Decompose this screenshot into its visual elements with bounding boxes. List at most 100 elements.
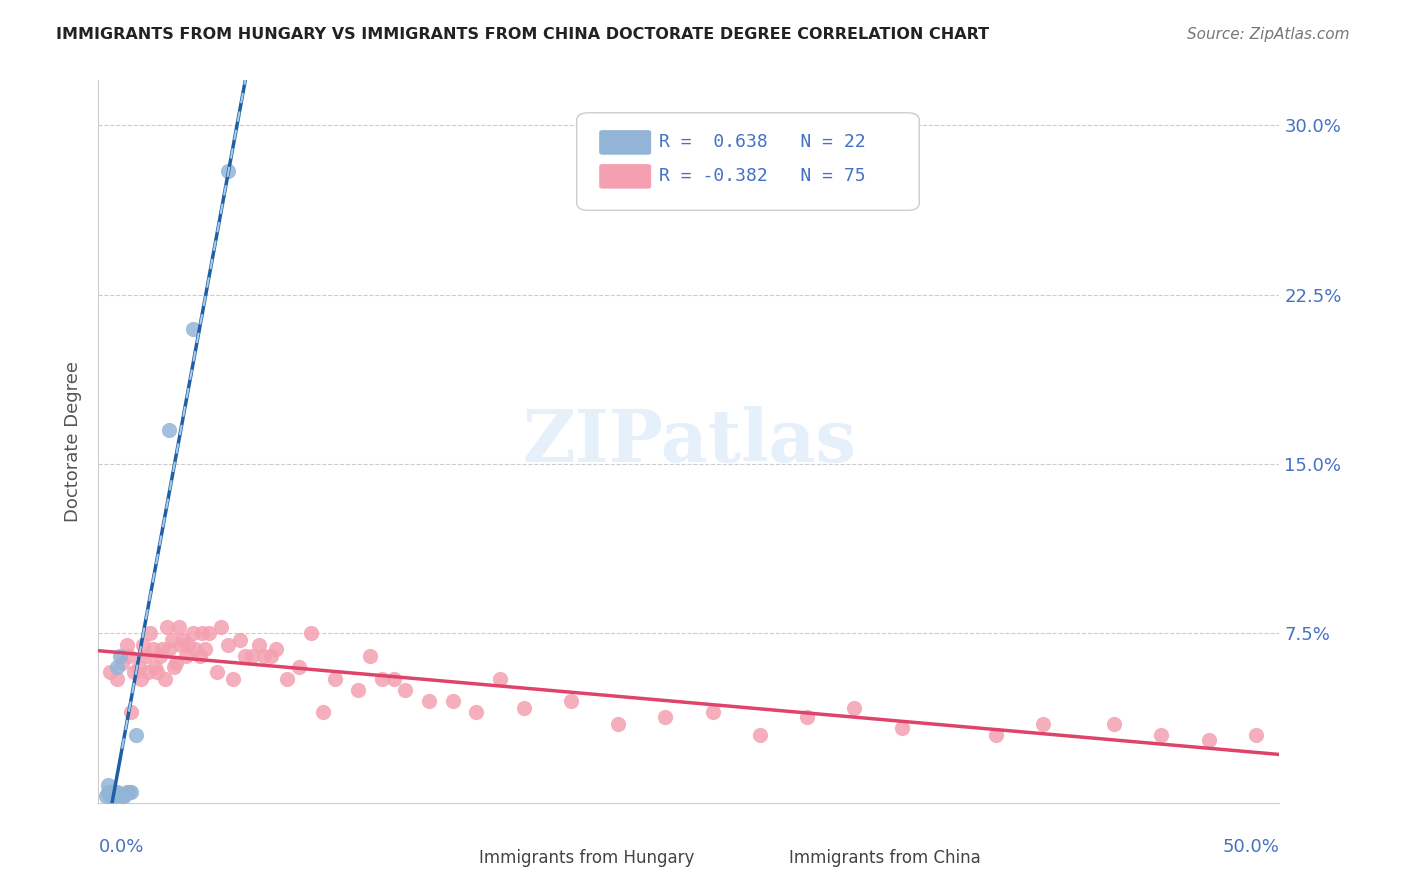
Point: [157, 642, 180, 657]
Text: Immigrants from China: Immigrants from China: [789, 849, 981, 867]
Point: [512, 701, 534, 715]
Point: [347, 682, 370, 697]
Point: [104, 784, 127, 798]
Point: [748, 728, 770, 742]
Point: [276, 672, 298, 686]
Point: [101, 789, 124, 803]
Point: [890, 721, 912, 735]
Point: [174, 648, 197, 663]
Point: [105, 672, 128, 686]
Point: [98, 789, 121, 803]
Point: [156, 620, 179, 634]
Point: [217, 638, 239, 652]
Point: [129, 672, 152, 686]
Point: [1198, 732, 1220, 747]
Point: [105, 784, 128, 798]
Text: Source: ZipAtlas.com: Source: ZipAtlas.com: [1187, 27, 1350, 42]
Point: [97, 778, 120, 792]
Text: 50.0%: 50.0%: [1223, 838, 1279, 855]
Point: [382, 672, 405, 686]
Point: [1244, 728, 1267, 742]
Point: [125, 728, 148, 742]
Point: [844, 701, 866, 715]
Point: [181, 626, 204, 640]
Point: [108, 648, 131, 663]
Point: [146, 665, 169, 679]
FancyBboxPatch shape: [599, 164, 651, 189]
Text: 0.0%: 0.0%: [98, 838, 143, 855]
Point: [143, 660, 166, 674]
Point: [264, 642, 287, 657]
Point: [128, 660, 150, 674]
Point: [149, 648, 172, 663]
Point: [394, 682, 416, 697]
Point: [323, 672, 346, 686]
Point: [121, 784, 143, 798]
Point: [136, 665, 159, 679]
Point: [115, 638, 138, 652]
Point: [181, 321, 204, 335]
Text: R = -0.382   N = 75: R = -0.382 N = 75: [659, 167, 866, 185]
Point: [163, 660, 186, 674]
Point: [122, 665, 145, 679]
Point: [607, 716, 630, 731]
Point: [97, 784, 120, 798]
Point: [359, 648, 381, 663]
Point: [105, 660, 128, 674]
Text: IMMIGRANTS FROM HUNGARY VS IMMIGRANTS FROM CHINA DOCTORATE DEGREE CORRELATION CH: IMMIGRANTS FROM HUNGARY VS IMMIGRANTS FR…: [56, 27, 990, 42]
Point: [217, 163, 239, 178]
Point: [111, 656, 134, 670]
Point: [489, 672, 512, 686]
Point: [191, 626, 214, 640]
Point: [1150, 728, 1173, 742]
Point: [153, 672, 176, 686]
Point: [108, 787, 131, 801]
Point: [177, 638, 200, 652]
Point: [135, 648, 157, 663]
FancyBboxPatch shape: [744, 850, 783, 867]
Point: [222, 672, 245, 686]
Point: [312, 706, 335, 720]
Point: [796, 710, 818, 724]
Point: [104, 789, 127, 803]
Point: [98, 665, 121, 679]
Point: [229, 633, 252, 648]
Point: [157, 423, 180, 437]
Y-axis label: Doctorate Degree: Doctorate Degree: [65, 361, 83, 522]
Point: [1032, 716, 1054, 731]
Point: [167, 620, 190, 634]
Point: [111, 789, 134, 803]
Point: [299, 626, 322, 640]
Point: [984, 728, 1007, 742]
Point: [288, 660, 311, 674]
Point: [121, 706, 143, 720]
Point: [702, 706, 724, 720]
Point: [240, 648, 263, 663]
Text: Immigrants from Hungary: Immigrants from Hungary: [478, 849, 695, 867]
FancyBboxPatch shape: [576, 112, 920, 211]
Point: [98, 784, 121, 798]
Point: [654, 710, 676, 724]
Point: [247, 638, 270, 652]
Point: [441, 694, 464, 708]
Point: [233, 648, 256, 663]
FancyBboxPatch shape: [599, 130, 651, 154]
Point: [160, 633, 183, 648]
Point: [184, 642, 207, 657]
Point: [101, 784, 124, 798]
Point: [371, 672, 394, 686]
Point: [560, 694, 582, 708]
Point: [172, 633, 194, 648]
Point: [1102, 716, 1125, 731]
Point: [94, 789, 117, 803]
Point: [139, 626, 162, 640]
Point: [465, 706, 488, 720]
Point: [142, 642, 165, 657]
Point: [198, 626, 221, 640]
Point: [418, 694, 440, 708]
Point: [188, 648, 211, 663]
Point: [209, 620, 232, 634]
Point: [205, 665, 228, 679]
Text: R =  0.638   N = 22: R = 0.638 N = 22: [659, 133, 866, 151]
Point: [170, 638, 193, 652]
